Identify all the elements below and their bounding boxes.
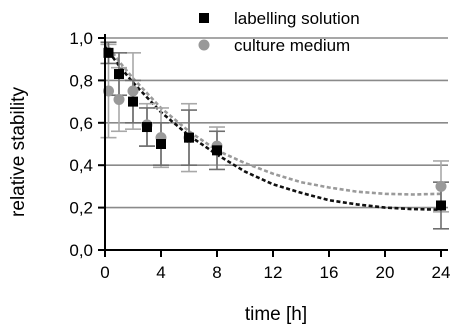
legend: labelling solution culture medium bbox=[198, 9, 360, 55]
x-tick-label-3: 12 bbox=[264, 263, 283, 282]
legend-label-culture-medium: culture medium bbox=[234, 36, 350, 55]
point-1-2 bbox=[127, 85, 139, 97]
y-tick-label-3: 0,6 bbox=[69, 114, 93, 133]
point-0-0 bbox=[103, 47, 114, 58]
y-axis-title: relative stability bbox=[8, 87, 29, 217]
legend-marker-labelling-solution bbox=[199, 13, 209, 23]
x-tick-label-4: 16 bbox=[320, 263, 339, 282]
tick-labels: 0,0 0,2 0,4 0,6 0,8 1,0 0 4 8 12 16 20 24 bbox=[69, 29, 450, 282]
y-tick-label-1: 0,2 bbox=[69, 199, 93, 218]
legend-label-labelling-solution: labelling solution bbox=[234, 9, 360, 28]
error-bars bbox=[100, 41, 449, 230]
x-axis-title: time [h] bbox=[245, 304, 307, 325]
point-0-1 bbox=[114, 69, 124, 80]
y-tick-label-2: 0,4 bbox=[69, 156, 93, 175]
point-0-7 bbox=[436, 200, 446, 211]
x-tick-label-6: 24 bbox=[432, 263, 451, 282]
point-0-4 bbox=[156, 139, 166, 149]
point-0-5 bbox=[184, 132, 194, 143]
point-0-2 bbox=[128, 96, 138, 107]
y-tick-label-5: 1,0 bbox=[69, 29, 93, 48]
legend-marker-culture-medium bbox=[198, 39, 210, 51]
fit-curves bbox=[103, 41, 442, 211]
axes bbox=[98, 34, 448, 257]
x-tick-label-5: 20 bbox=[376, 263, 395, 282]
data-markers bbox=[103, 47, 447, 211]
point-1-7 bbox=[435, 180, 447, 192]
x-tick-label-2: 8 bbox=[212, 263, 221, 282]
y-tick-label-4: 0,8 bbox=[69, 71, 93, 90]
x-tick-label-1: 4 bbox=[156, 263, 165, 282]
fit-curve-1 bbox=[103, 41, 442, 196]
y-tick-label-0: 0,0 bbox=[69, 241, 93, 260]
point-1-1 bbox=[113, 93, 125, 105]
fit-curve-0 bbox=[103, 45, 442, 211]
point-0-3 bbox=[142, 122, 152, 133]
point-0-6 bbox=[212, 145, 222, 156]
x-tick-label-0: 0 bbox=[100, 263, 109, 282]
